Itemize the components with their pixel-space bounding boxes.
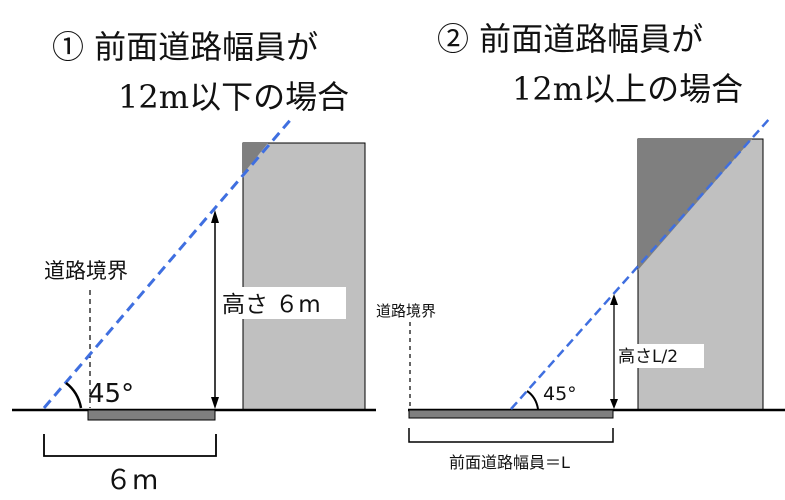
right-diagram: ② 前面道路幅員が 12m以上の場合 道路境界 45° 高さL/2 前面道路幅員… <box>376 20 785 472</box>
left-road <box>87 409 216 421</box>
right-height-arrow-top <box>610 294 618 305</box>
left-width-label: ６m <box>105 465 158 496</box>
left-width-bracket <box>43 434 217 457</box>
left-diagram: ① 前面道路幅員が 12m以下の場合 道路境界 45° 高さ ６m ６m <box>12 28 376 496</box>
left-title-line1: ① 前面道路幅員が <box>52 28 318 66</box>
right-angle-arc <box>526 390 539 410</box>
right-angle-label: 45° <box>543 383 577 405</box>
right-width-label: 前面道路幅員＝L <box>449 453 570 472</box>
right-slope-line <box>510 117 771 410</box>
right-height-arrow-bottom <box>610 399 618 409</box>
right-title-line2: 12m以上の場合 <box>512 70 743 108</box>
left-height-arrow-top <box>211 210 219 223</box>
left-angle-label: 45° <box>88 379 134 409</box>
right-height-label-bg <box>616 344 704 368</box>
right-boundary-label: 道路境界 <box>376 302 436 320</box>
right-road <box>408 409 614 419</box>
left-title-line2: 12m以下の場合 <box>118 78 349 116</box>
right-height-label: 高さL/2 <box>618 347 678 367</box>
left-building <box>242 142 366 411</box>
left-height-label-bg <box>220 287 346 319</box>
right-width-bracket <box>408 428 614 443</box>
left-angle-arc <box>65 382 83 409</box>
right-shaded-area <box>638 139 752 270</box>
left-height-label: 高さ ６m <box>222 292 321 318</box>
left-boundary-label: 道路境界 <box>44 259 128 283</box>
left-height-arrow-bottom <box>211 397 219 409</box>
right-title-line1: ② 前面道路幅員が <box>437 20 703 58</box>
